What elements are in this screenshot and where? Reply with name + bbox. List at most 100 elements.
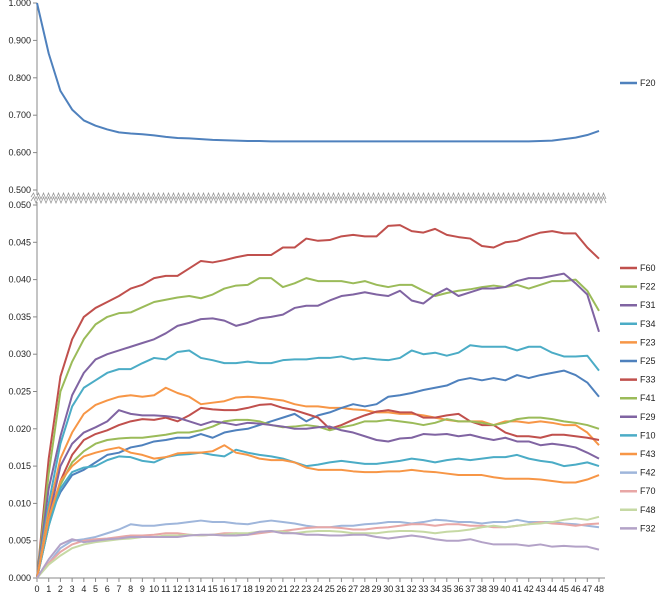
x-tick-label: 6 [105,584,110,594]
series-line-f43 [36,444,600,579]
series-line-f29 [36,409,600,579]
x-tick-label: 42 [524,584,534,594]
x-tick-label: 12 [172,584,182,594]
x-tick-label: 45 [559,584,569,594]
series-line-f31 [36,272,600,579]
x-tick-label: 15 [208,584,218,594]
x-tick-label: 38 [477,584,487,594]
legend-label-f60: F60 [640,263,656,273]
x-tick-label: 32 [407,584,417,594]
bottom-y-tick-label: 0.045 [8,237,31,247]
x-tick-label: 24 [313,584,323,594]
bottom-y-tick-label: 0.015 [8,461,31,471]
plot-lines [36,2,600,579]
x-tick-label: 9 [140,584,145,594]
legend-label-f43: F43 [640,449,656,459]
legend-label-f70: F70 [640,486,656,496]
x-tick-label: 20 [266,584,276,594]
series-line-f23 [36,386,600,579]
top-y-tick-label: 0.500 [8,185,31,195]
series-line-f20 [36,2,600,143]
bottom-y-tick-label: 0.025 [8,387,31,397]
legend-label-f42: F42 [640,468,656,478]
legend-label-f10: F10 [640,430,656,440]
x-tick-label: 27 [348,584,358,594]
x-tick-label: 34 [430,584,440,594]
bottom-y-tick-label: 0.005 [8,536,31,546]
series-line-f33 [36,403,600,579]
x-tick-label: 10 [149,584,159,594]
x-tick-label: 48 [594,584,604,594]
legend-label-f48: F48 [640,505,656,515]
x-tick-label: 5 [93,584,98,594]
x-tick-label: 31 [395,584,405,594]
bottom-y-tick-label: 0.035 [8,312,31,322]
series-line-f25 [36,369,600,579]
x-tick-label: 11 [161,584,170,594]
bottom-y-tick-label: 0.010 [8,498,31,508]
x-tick-label: 8 [128,584,133,594]
chart-axes: 0.500 0.600 0.700 0.800 0.900 1.000 0.000 0.005… [8,0,607,594]
legend-label-f20: F20 [640,78,656,88]
axis-break-bottom [30,195,607,205]
top-y-tick-label: 0.900 [8,35,31,45]
series-line-f42 [36,518,600,579]
legend-label-f33: F33 [640,375,656,385]
x-tick-label: 4 [81,584,86,594]
x-tick-label: 22 [290,584,300,594]
x-tick-label: 3 [70,584,75,594]
x-tick-label: 16 [219,584,229,594]
legend-label-f25: F25 [640,356,656,366]
top-y-tick-label: 1.000 [8,0,31,8]
x-tick-label: 46 [571,584,581,594]
x-tick-label: 40 [500,584,510,594]
bottom-y-tick-label: 0.030 [8,349,31,359]
series-line-f34 [36,344,600,579]
x-tick-label: 33 [418,584,428,594]
series-line-f48 [36,515,600,579]
top-y-tick-label: 0.800 [8,73,31,83]
x-tick-label: 39 [489,584,499,594]
series-line-f60 [36,224,600,579]
x-tick-label: 37 [465,584,475,594]
x-tick-label: 17 [231,584,241,594]
chart-legend: F60 F22 F31 F34 F23 F25 F33 F41 F29 F10 F43 F42 F70 F… [620,78,656,533]
x-tick-label: 44 [547,584,557,594]
x-tick-label: 30 [383,584,393,594]
x-tick-label: 21 [278,584,288,594]
x-tick-label: 35 [442,584,452,594]
bottom-y-tick-label: 0.020 [8,424,31,434]
legend-label-f31: F31 [640,300,656,310]
legend-label-f32: F32 [640,523,656,533]
legend-label-f22: F22 [640,282,656,292]
x-tick-label: 43 [535,584,545,594]
x-tick-label: 1 [46,584,51,594]
bottom-y-tick-label: 0.040 [8,275,31,285]
x-tick-label: 29 [372,584,382,594]
legend-label-f23: F23 [640,337,656,347]
x-tick-label: 25 [325,584,335,594]
series-line-f32 [36,530,600,579]
legend-label-f34: F34 [640,319,656,329]
x-tick-label: 41 [512,584,522,594]
x-tick-label: 47 [582,584,592,594]
series-line-f10 [36,448,600,579]
legend-label-f29: F29 [640,412,656,422]
top-y-tick-label: 0.600 [8,148,31,158]
x-tick-label: 2 [58,584,63,594]
x-tick-label: 28 [360,584,370,594]
x-tick-label: 7 [116,584,121,594]
x-tick-label: 14 [196,584,206,594]
x-tick-label: 13 [184,584,194,594]
x-tick-label: 18 [243,584,253,594]
bottom-y-tick-label: 0.000 [8,573,31,583]
x-tick-label: 23 [301,584,311,594]
legend-label-f41: F41 [640,393,656,403]
x-tick-label: 0 [34,584,39,594]
bottom-y-tick-label: 0.050 [8,200,31,210]
x-tick-label: 36 [453,584,463,594]
x-tick-label: 19 [254,584,264,594]
x-tick-label: 26 [336,584,346,594]
top-y-tick-label: 0.700 [8,110,31,120]
